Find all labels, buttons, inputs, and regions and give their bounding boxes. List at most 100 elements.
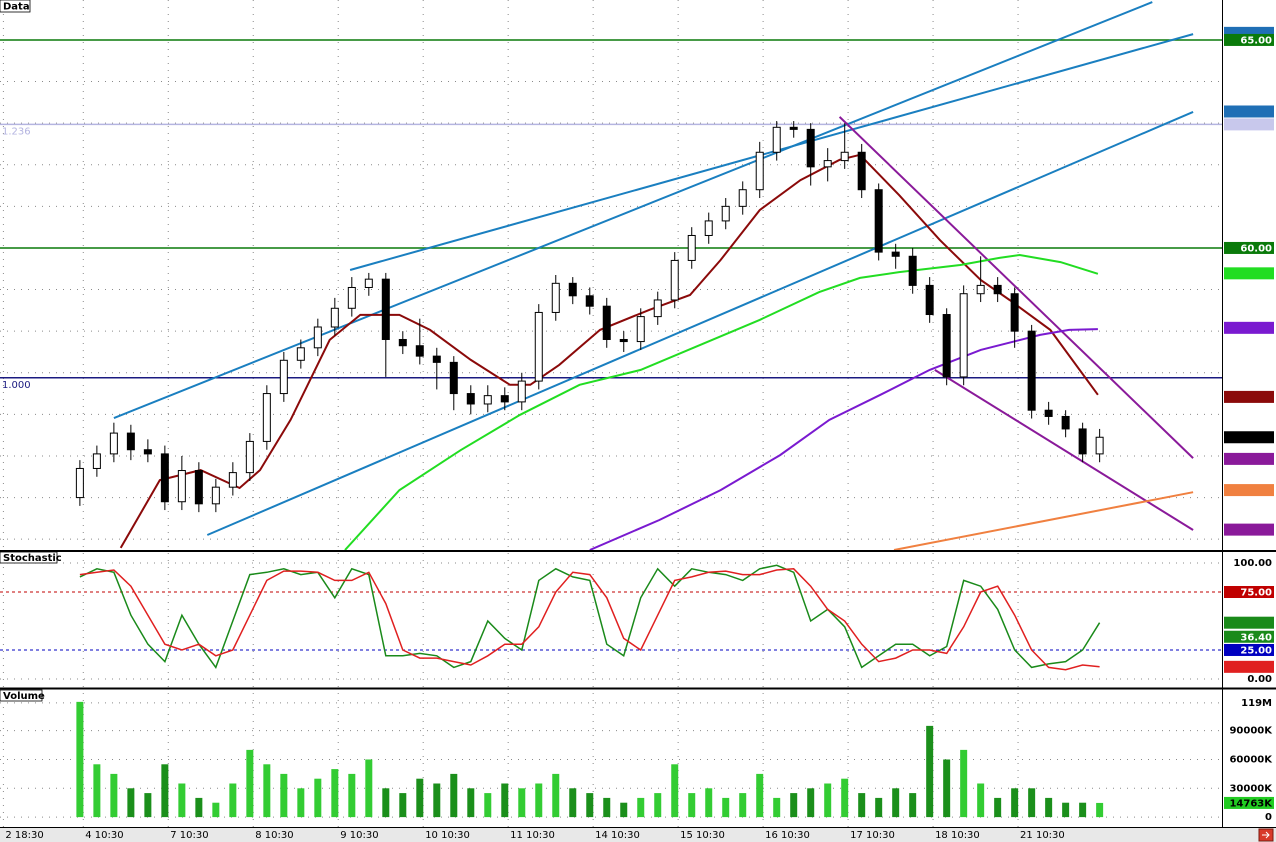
volume-bar (93, 764, 101, 818)
candle-body (75, 467, 84, 499)
candle-body (330, 307, 339, 328)
x-tick-label: 11 10:30 (510, 830, 555, 841)
pane-title-box (0, 689, 43, 702)
x-tick-label: 18 10:30 (935, 830, 980, 841)
volume-bar (161, 764, 169, 818)
volume-bar (76, 701, 84, 818)
y-tick-label: 0 (1265, 812, 1272, 823)
volume-bar (450, 773, 458, 818)
volume-bar (892, 788, 900, 818)
pane-title: Data (3, 2, 30, 13)
line (349, 33, 1194, 271)
volume-bar (467, 788, 475, 818)
volume-bar (365, 759, 373, 818)
volume-bar (1096, 802, 1104, 818)
y-tick-label: 0.00 (1247, 674, 1272, 685)
volume-bar (229, 783, 237, 818)
candle-body (398, 338, 407, 347)
volume-bar (1028, 788, 1036, 818)
candle-body (466, 393, 475, 405)
volume-bar (722, 797, 730, 818)
y-tick-label: 119M (1241, 698, 1272, 709)
volume-bar (977, 783, 985, 818)
candle-body (874, 189, 883, 253)
candle-body (636, 316, 645, 343)
candle-body (1078, 428, 1087, 455)
volume-bar (484, 793, 492, 818)
volume-bar (1045, 797, 1053, 818)
volume-bar (705, 788, 713, 818)
volume-bar (246, 749, 254, 818)
volume-bar (858, 793, 866, 818)
line (119, 153, 1099, 549)
candle-body (313, 326, 322, 349)
candle-body (942, 314, 951, 378)
volume-bar (331, 769, 339, 818)
volume-bar (552, 773, 560, 818)
volume-bar (1079, 802, 1087, 818)
volume-bar (773, 797, 781, 818)
volume-bar (688, 793, 696, 818)
level-label: 25.00 (1240, 645, 1272, 656)
candle-body (381, 278, 390, 340)
candle-body (92, 453, 101, 469)
volume-bar (110, 773, 118, 818)
price-marker-label: 36.40 (1240, 632, 1272, 643)
volume-bar (586, 793, 594, 818)
volume-bar (348, 773, 356, 818)
candle-body (976, 284, 985, 295)
volume-bar (433, 783, 441, 818)
volume-bar (501, 783, 509, 818)
candle-body (228, 472, 237, 488)
axis: 2 18:30 4 10:30 7 10:30 8 10:30 9 10:30 10 10… (5, 26, 1274, 841)
candle-body (483, 395, 492, 405)
candle-body (279, 359, 288, 395)
price-marker (1224, 431, 1274, 444)
volume-bar (807, 788, 815, 818)
level-marker (1224, 643, 1274, 656)
x-tick-label: 10 10:30 (425, 830, 470, 841)
volume-bar (960, 749, 968, 818)
price-marker (1224, 118, 1274, 131)
line (838, 116, 1194, 459)
volume-bar (943, 759, 951, 818)
volume-bar (297, 788, 305, 818)
volume-bar (535, 783, 543, 818)
volume-bar (637, 797, 645, 818)
price-marker (1224, 267, 1274, 280)
candle-body (517, 380, 526, 403)
volume-pane (76, 701, 1104, 818)
candle-body (364, 278, 373, 288)
price-marker-label: 60.00 (1240, 243, 1272, 254)
candle-body (347, 286, 356, 309)
pane-title: Data Stochastic Volume (0, 0, 62, 702)
candle-body (160, 453, 169, 503)
price-marker-label: 65.00 (1240, 35, 1272, 46)
candle-body (602, 305, 611, 340)
volume-bar (875, 797, 883, 818)
candle-body (262, 393, 271, 442)
pane-title: Volume (3, 691, 45, 702)
candle-body (789, 126, 798, 130)
candle-body (432, 355, 441, 363)
candle-body (415, 345, 424, 357)
candle-body (823, 160, 832, 168)
volume-bar (994, 797, 1002, 818)
candle-body (704, 220, 713, 236)
y-tick-label: 30000K (1229, 783, 1273, 794)
x-tick-label: 2 18:30 (5, 830, 43, 841)
candle-body (143, 449, 152, 455)
price-marker (1224, 105, 1274, 118)
line (344, 253, 1099, 550)
candle-body (772, 126, 781, 153)
candle-body (721, 205, 730, 222)
price-marker (1224, 241, 1274, 254)
level-marker (1224, 586, 1274, 598)
x-tick-label: 21 10:30 (1020, 830, 1065, 841)
x-tick-label: 7 10:30 (170, 830, 208, 841)
volume-bar (314, 778, 322, 818)
candle-body (687, 234, 696, 261)
line (934, 369, 1194, 531)
stochastic-pane (0, 564, 1222, 671)
